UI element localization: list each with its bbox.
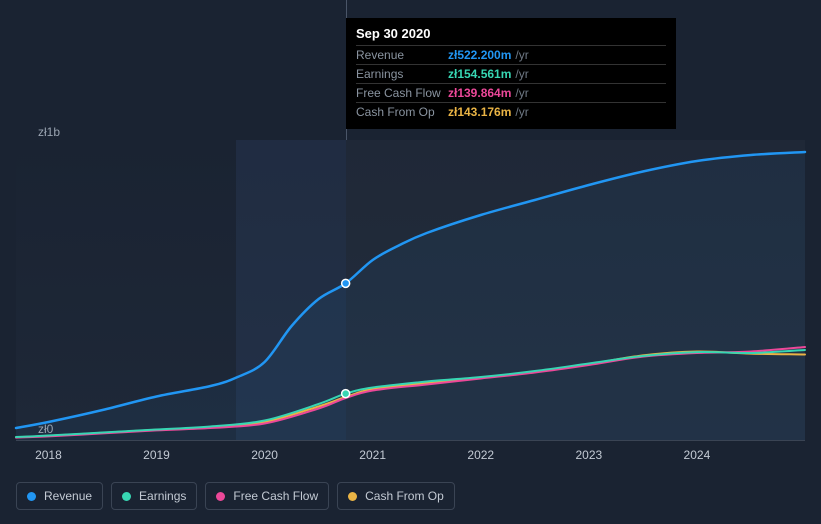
tooltip-unit: /yr [515, 67, 528, 81]
tooltip-metric: Revenue [356, 48, 448, 62]
tooltip-row: Earningszł154.561m/yr [356, 64, 666, 83]
tooltip-unit: /yr [515, 48, 528, 62]
legend-dot-icon [216, 492, 225, 501]
revenue-area-fill [16, 152, 805, 440]
chart-svg [16, 140, 805, 440]
legend-item[interactable]: Earnings [111, 482, 197, 510]
tooltip-date: Sep 30 2020 [356, 26, 666, 45]
legend-label: Earnings [139, 489, 186, 503]
hover-marker [342, 390, 350, 398]
x-axis-labels: 2018 2019 2020 2021 2022 2023 2024 [16, 448, 805, 468]
tooltip-row: Free Cash Flowzł139.864m/yr [356, 83, 666, 102]
tooltip-metric: Free Cash Flow [356, 86, 448, 100]
legend-label: Cash From Op [365, 489, 444, 503]
x-tick: 2022 [467, 448, 494, 462]
hover-tooltip: Sep 30 2020 Revenuezł522.200m/yrEarnings… [346, 18, 676, 129]
legend-item[interactable]: Revenue [16, 482, 103, 510]
x-tick: 2018 [35, 448, 62, 462]
tooltip-unit: /yr [515, 86, 528, 100]
tooltip-row: Revenuezł522.200m/yr [356, 45, 666, 64]
x-tick: 2021 [359, 448, 386, 462]
legend-dot-icon [27, 492, 36, 501]
tooltip-metric: Cash From Op [356, 105, 448, 119]
x-tick: 2020 [251, 448, 278, 462]
y-tick-bottom: zł0 [38, 422, 53, 436]
tooltip-unit: /yr [515, 105, 528, 119]
legend-item[interactable]: Free Cash Flow [205, 482, 329, 510]
tooltip-value: zł522.200m [448, 48, 511, 62]
hover-marker [342, 279, 350, 287]
x-tick: 2019 [143, 448, 170, 462]
plot-area[interactable] [16, 140, 805, 440]
tooltip-value: zł143.176m [448, 105, 511, 119]
x-tick: 2024 [684, 448, 711, 462]
tooltip-value: zł139.864m [448, 86, 511, 100]
legend-item[interactable]: Cash From Op [337, 482, 455, 510]
legend: Revenue Earnings Free Cash Flow Cash From O… [16, 482, 455, 510]
tooltip-metric: Earnings [356, 67, 448, 81]
tooltip-value: zł154.561m [448, 67, 511, 81]
legend-dot-icon [348, 492, 357, 501]
legend-label: Free Cash Flow [233, 489, 318, 503]
tooltip-row: Cash From Opzł143.176m/yr [356, 102, 666, 121]
legend-dot-icon [122, 492, 131, 501]
x-axis-line [16, 440, 805, 441]
y-tick-top: zł1b [38, 125, 60, 139]
legend-label: Revenue [44, 489, 92, 503]
x-tick: 2023 [575, 448, 602, 462]
tooltip-rows: Revenuezł522.200m/yrEarningszł154.561m/y… [356, 45, 666, 121]
